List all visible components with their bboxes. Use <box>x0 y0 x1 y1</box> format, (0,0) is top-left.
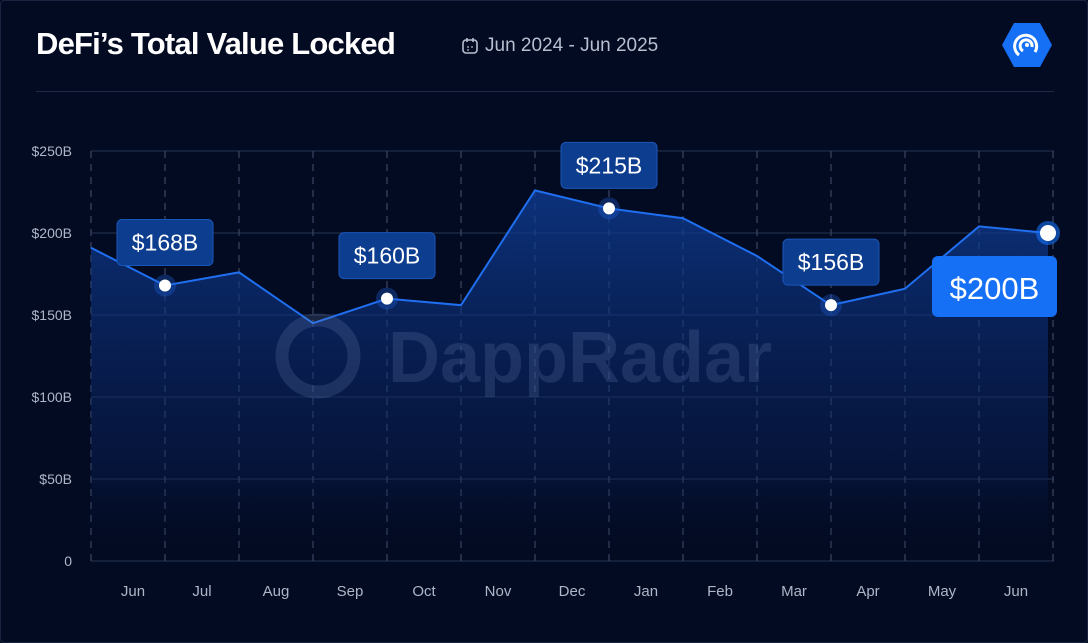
data-label-box <box>932 256 1057 317</box>
data-label-box <box>116 218 214 266</box>
dappradar-logo-icon <box>1002 23 1052 67</box>
calendar-icon <box>462 38 478 54</box>
data-label: $156B <box>798 249 865 275</box>
x-tick-label: Aug <box>263 583 290 600</box>
x-tick-label: Apr <box>856 583 879 600</box>
data-label: $160B <box>354 243 421 269</box>
date-range: Jun 2024 - Jun 2025 <box>461 35 658 57</box>
series-line <box>90 189 1049 325</box>
data-label-box <box>560 141 658 189</box>
y-tick-label: $150B <box>32 307 72 323</box>
data-point <box>1040 225 1056 241</box>
data-label-box <box>782 238 880 286</box>
y-tick-label: $50B <box>39 471 72 487</box>
page-title: DeFi’s Total Value Locked <box>36 26 396 61</box>
data-point <box>381 292 393 305</box>
data-label: $215B <box>576 152 643 178</box>
x-tick-label: Dec <box>559 583 586 600</box>
data-label-box <box>338 232 436 280</box>
y-tick-label: $200B <box>32 225 72 241</box>
x-tick-label: Sep <box>337 583 364 600</box>
y-tick-label: 0 <box>64 553 72 569</box>
watermark-group: DappRadar <box>275 313 772 399</box>
x-tick-label: Jul <box>192 583 211 600</box>
x-tick-label: Feb <box>707 583 733 600</box>
watermark-logo-icon <box>275 313 361 399</box>
date-range-text: Jun 2024 - Jun 2025 <box>485 35 659 56</box>
watermark: DappRadar <box>388 318 772 398</box>
data-point <box>159 279 171 292</box>
x-tick-label: Jan <box>634 583 658 600</box>
x-tick-label: May <box>928 583 957 600</box>
y-tick-label: $100B <box>32 389 72 405</box>
x-tick-label: Jun <box>1004 583 1028 600</box>
x-tick-label: Jun <box>121 583 145 600</box>
data-point <box>603 202 615 215</box>
y-tick-label: $250B <box>32 143 72 159</box>
x-tick-label: Nov <box>485 583 512 600</box>
data-point <box>825 299 837 312</box>
data-label: $200B <box>950 271 1040 306</box>
area-fill <box>91 190 1048 562</box>
header-divider <box>36 91 1054 92</box>
x-tick-label: Mar <box>781 583 807 600</box>
data-label: $168B <box>132 229 199 255</box>
x-tick-label: Oct <box>412 583 436 600</box>
